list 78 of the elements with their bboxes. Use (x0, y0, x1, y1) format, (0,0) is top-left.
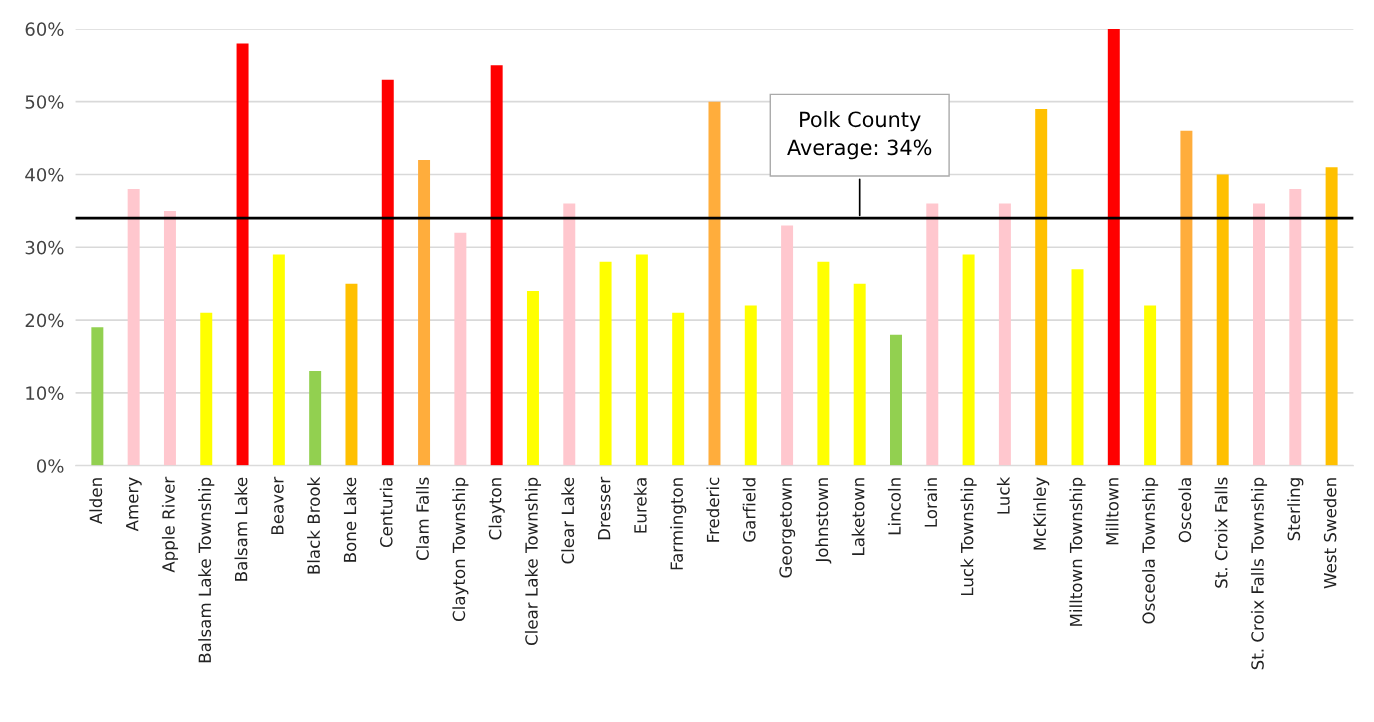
bar (1035, 108, 1048, 466)
x-tick-label: Milltown Township (1069, 477, 1086, 626)
bar (781, 225, 794, 466)
bar (272, 254, 285, 466)
bar (1289, 189, 1302, 466)
x-tick-label: Eureka (633, 478, 647, 533)
y-tick-label: 0% (37, 459, 64, 473)
x-tick-label: Beaver (271, 476, 284, 535)
x-tick-label: Frederic (706, 477, 720, 542)
bar (853, 283, 866, 466)
x-tick-label: Luck (996, 476, 1010, 514)
bar (490, 65, 503, 466)
x-tick-label: Luck Township (960, 477, 977, 596)
bar (998, 203, 1011, 466)
x-tick-label: Laketown (851, 478, 865, 555)
bar (926, 203, 939, 466)
y-tick-label: 20% (25, 313, 64, 328)
y-tick-label: 10% (26, 386, 64, 400)
x-tick-label: Balsam Lake (234, 477, 248, 581)
ref-line-label: Polk County Average: 34% (787, 111, 932, 160)
x-tick-label: Georgetown (779, 478, 796, 578)
bar (345, 283, 358, 466)
x-tick-label: Bone Lake (343, 477, 357, 562)
bar (962, 254, 975, 466)
x-tick-label: St. Croix Falls Township (1250, 477, 1268, 670)
x-tick-label: Clear Lake (561, 477, 575, 564)
bar (563, 203, 576, 466)
bar (599, 261, 612, 466)
bar (635, 254, 648, 466)
y-tick-label: 30% (25, 240, 64, 255)
bar (418, 159, 431, 466)
bar (381, 79, 394, 466)
bar (890, 334, 902, 466)
x-tick-label: Sterling (1287, 478, 1304, 541)
x-tick-label: Osceola Township (1142, 477, 1159, 624)
x-tick-label: Johnstown (815, 478, 832, 564)
bar (1216, 174, 1229, 466)
bar (127, 189, 140, 466)
bar (1107, 28, 1120, 466)
x-tick-label: Lorain (924, 478, 938, 527)
x-tick-label: Apple River (161, 476, 179, 573)
x-tick-label: Amery (126, 477, 142, 532)
bar (817, 261, 830, 466)
x-tick-label: Black Brook (307, 476, 320, 574)
y-tick-label: 50% (25, 95, 64, 109)
bar (708, 101, 721, 466)
bar (163, 210, 176, 466)
x-tick-label: Osceola (1178, 478, 1192, 543)
x-tick-label: West Sweden (1323, 478, 1337, 589)
bar (1071, 269, 1084, 466)
x-tick-label: Balsam Lake Township (198, 477, 215, 663)
bar (1180, 130, 1193, 466)
x-tick-label: Alden (89, 478, 103, 525)
bar (91, 327, 104, 466)
x-tick-label: Farmington (670, 478, 687, 570)
bar (200, 312, 213, 466)
x-tick-label: Clear Lake Township (524, 477, 542, 646)
bar (309, 371, 322, 466)
x-tick-label: McKinley (1033, 477, 1050, 550)
y-tick-label: 60% (25, 22, 64, 36)
bar (454, 232, 467, 466)
x-tick-label: Milltown (1105, 478, 1119, 545)
bar (1325, 167, 1338, 466)
bar (672, 312, 685, 466)
bar (236, 43, 249, 466)
x-tick-label: Lincoln (887, 478, 901, 535)
bar (526, 290, 539, 466)
x-tick-label: Garfield (742, 478, 756, 542)
x-tick-label: Clayton (488, 478, 505, 540)
bar (744, 305, 757, 466)
x-tick-label: Centuria (379, 478, 393, 548)
x-tick-label: Clayton Township (452, 477, 469, 621)
y-tick-label: 40% (25, 167, 64, 182)
x-tick-label: Clam Falls (416, 477, 429, 561)
bar (1253, 203, 1265, 466)
x-tick-label: St. Croix Falls (1214, 477, 1228, 588)
bar (1144, 305, 1157, 466)
x-tick-label: Dresser (598, 476, 611, 540)
